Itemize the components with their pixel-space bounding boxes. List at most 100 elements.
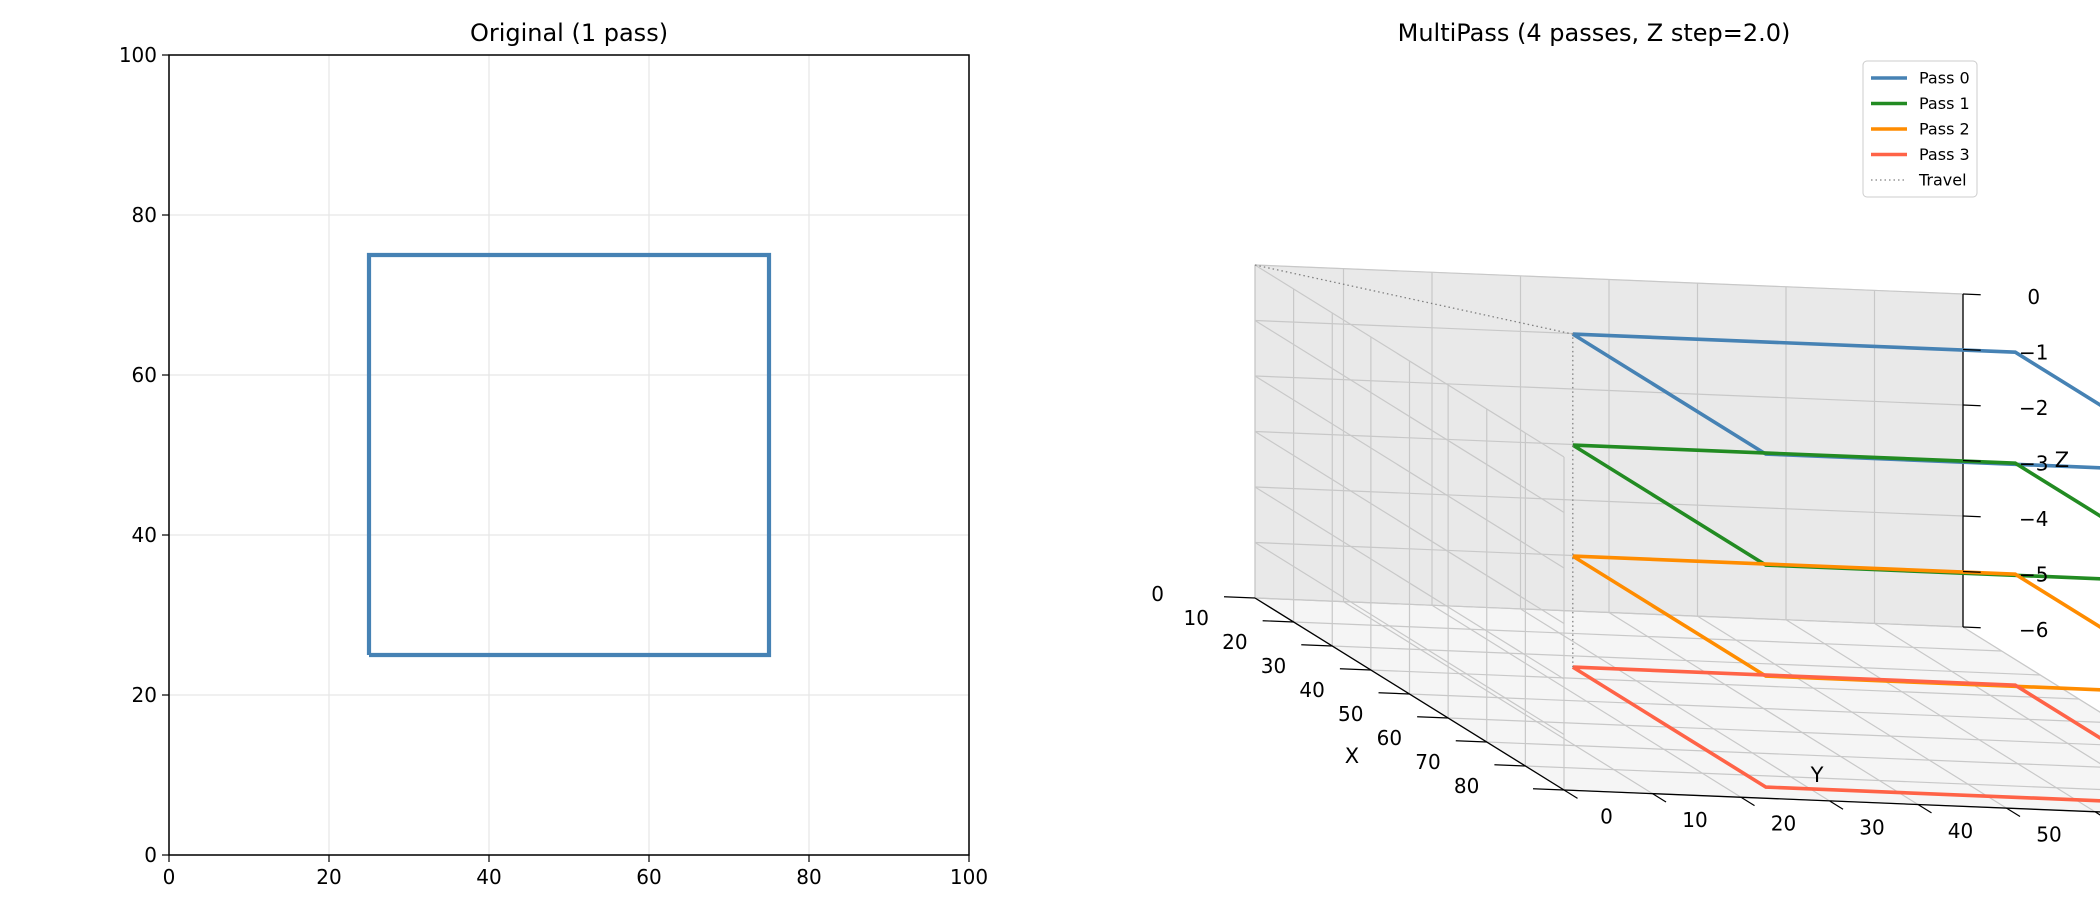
z-tick-mark [1962, 348, 1981, 351]
grid-line [1431, 604, 1742, 798]
x-axis-ticks: 0 20 40 60 80 100 [163, 855, 988, 889]
pass-path [1571, 332, 2100, 470]
z-tick-label: −5 [2019, 562, 2048, 586]
x-tick-label: 30 [1261, 654, 1286, 678]
grid-line [1874, 622, 2100, 765]
grid-line [1254, 375, 1565, 569]
y-tick-label: 20 [1771, 812, 1796, 836]
grid-line [1254, 375, 1964, 406]
z-tick-mark [1962, 404, 1981, 407]
x-tick-label: 20 [316, 865, 341, 889]
x-tick-label: 60 [1377, 726, 1402, 750]
grid-line [1254, 486, 1565, 680]
grid-line [1254, 486, 1964, 517]
x-tick-label: 60 [636, 865, 661, 889]
x-tick-label: 70 [1415, 750, 1440, 774]
x-tick-label: 10 [1184, 606, 1209, 630]
y-tick-mark [1917, 803, 1932, 814]
grid-line [1343, 601, 1653, 795]
grid-line [1254, 319, 1565, 514]
legend-label: Pass 3 [1919, 145, 1970, 164]
z-tick-label: −1 [2019, 340, 2048, 364]
y-tick-label: 80 [132, 203, 157, 227]
x-tick-label: 0 [1151, 582, 1164, 606]
x-tick-label: 40 [476, 865, 501, 889]
x-tick-mark [1378, 692, 1410, 695]
x-tick-mark [1455, 740, 1487, 743]
y-tick-label: 40 [1948, 819, 1973, 843]
z-axis-label: Z [2055, 448, 2069, 472]
x-tick-mark [1301, 644, 1333, 647]
legend-label: Travel [1918, 171, 1967, 190]
chart-title: MultiPass (4 passes, Z step=2.0) [1398, 19, 1791, 47]
y-tick-label: 100 [119, 43, 157, 67]
chart-original: Original (1 pass) 0 20 40 60 80 100 0 20 40 60 80… [119, 19, 988, 889]
tick-labels: 01020304050607080010203040506070800−1−2−… [1151, 285, 2100, 847]
grid-line [1962, 626, 2100, 713]
y-tick-label: 60 [132, 363, 157, 387]
series-line [366, 252, 772, 658]
x-tick-mark [1417, 716, 1449, 719]
z-tick-mark [1962, 570, 1981, 573]
z-tick-mark [1962, 459, 1981, 462]
y-axis-ticks: 0 20 40 60 80 100 [119, 43, 169, 867]
y-tick-label: 40 [132, 523, 157, 547]
y-tick-mark [1740, 796, 1755, 807]
y-axis-label: Y [1810, 763, 1824, 787]
y-tick-mark [2006, 807, 2021, 818]
z-tick-mark [1962, 293, 1981, 296]
y-tick-label: 50 [2036, 823, 2061, 847]
pane-xy [1253, 597, 2100, 813]
grid-lines [168, 54, 970, 856]
x-tick-label: 50 [1338, 702, 1363, 726]
pass-path [1571, 665, 2100, 803]
y-tick-mark [1652, 793, 1667, 803]
legend: Pass 0 Pass 1 Pass 2 Pass 3 Travel [1862, 60, 1978, 198]
grid-line [1254, 597, 1964, 628]
x-tick-label: 100 [950, 865, 988, 889]
grid-line [1520, 608, 1830, 802]
grid-line [1697, 615, 2007, 809]
legend-label: Pass 0 [1919, 69, 1970, 88]
legend-label: Pass 1 [1919, 94, 1970, 113]
x-tick-label: 20 [1222, 630, 1247, 654]
y-tick-label: 20 [132, 683, 157, 707]
grid-line [1254, 264, 1964, 295]
grid-line [1785, 619, 2096, 813]
x-tick-mark [1339, 668, 1371, 671]
chart-title: Original (1 pass) [470, 19, 668, 47]
legend-box [1862, 60, 1978, 198]
z-tick-label: −2 [2019, 396, 2048, 420]
grid-line [1254, 541, 1565, 736]
series-group [366, 252, 772, 658]
x-tick-label: 40 [1299, 678, 1324, 702]
x-tick-mark [1262, 620, 1294, 623]
y-tick-mark [2094, 811, 2100, 816]
x-tick-mark [1533, 788, 1565, 791]
x-axis-label: X [1345, 744, 1359, 768]
z-tick-label: −4 [2019, 507, 2048, 531]
series-group [1254, 264, 2100, 803]
grid-line [1608, 611, 1919, 806]
pass-path [1571, 554, 2100, 692]
z-tick-label: 0 [2027, 285, 2040, 309]
z-tick-mark [1962, 626, 1981, 629]
legend-label: Pass 2 [1919, 120, 1970, 139]
z-tick-mark [1962, 515, 1981, 518]
y-tick-label: 0 [144, 843, 157, 867]
y-tick-label: 10 [1682, 808, 1707, 832]
chart-multipass: MultiPass (4 passes, Z step=2.0) 0 10 20 30… [1151, 19, 2100, 847]
y-tick-mark [1829, 800, 1844, 810]
plot-frame [168, 54, 970, 856]
y-tick-label: 30 [1859, 815, 1884, 839]
y-tick-label: 0 [1600, 804, 1613, 828]
y-tick-mark [1563, 789, 1578, 799]
z-tick-label: −6 [2019, 618, 2048, 642]
x-tick-label: 80 [796, 865, 821, 889]
pass-path [1571, 443, 2100, 581]
x-tick-mark [1224, 596, 1256, 599]
x-tick-label: 0 [163, 865, 176, 889]
x-tick-mark [1494, 764, 1526, 767]
travel-path [1254, 264, 1574, 668]
